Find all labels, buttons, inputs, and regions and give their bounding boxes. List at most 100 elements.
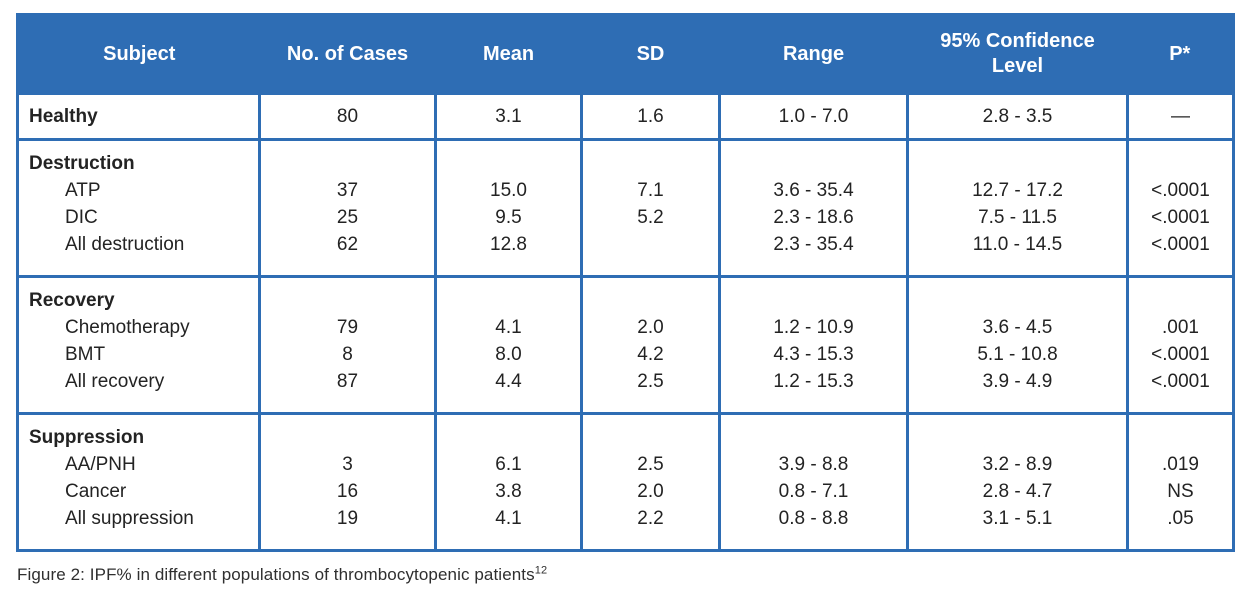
column-header-2: No. of Cases (259, 14, 436, 95)
cell-value: <.0001 (1126, 177, 1234, 204)
cell-value: — (1126, 93, 1234, 140)
cell-value: 79 (258, 314, 436, 341)
cell-value: 19 (258, 505, 436, 551)
cell-value: 87 (258, 368, 436, 414)
cell-value: NS (1126, 478, 1234, 505)
cell-subject: AA/PNH (65, 454, 136, 475)
section-recovery: Recovery Chemotherapy 79 4.1 2.0 1.2 - 10.9 3.… (17, 276, 1234, 414)
table-row: All suppression 19 4.1 2.2 0.8 - 8.8 3.1 - 5.… (18, 505, 1234, 551)
empty-cell (718, 413, 908, 451)
cell-value: 3.9 - 8.8 (718, 451, 908, 478)
empty-cell (906, 413, 1128, 451)
cell-value: 12.8 (434, 231, 582, 277)
cell-value: 8 (258, 341, 436, 368)
cell-subject: Cancer (65, 481, 127, 502)
cell-subject: BMT (65, 344, 106, 365)
cell-value: 3.1 (434, 93, 582, 140)
cell-value: 4.3 - 15.3 (718, 341, 908, 368)
cell-value: <.0001 (1126, 341, 1234, 368)
cell-value: 2.5 (580, 451, 720, 478)
cell-value: 1.2 - 10.9 (718, 314, 908, 341)
cell-subject: Chemotherapy (65, 317, 190, 338)
empty-cell (718, 139, 908, 177)
cell-value: 0.8 - 7.1 (718, 478, 908, 505)
table-row: DIC 25 9.5 5.2 2.3 - 18.6 7.5 - 11.5 <.0001 (18, 204, 1234, 231)
group-label-row: Recovery (18, 276, 1234, 314)
cell-value: 8.0 (434, 341, 582, 368)
cell-value: 7.1 (580, 177, 720, 204)
cell-value: 0.8 - 8.8 (718, 505, 908, 551)
cell-value: 25 (258, 204, 436, 231)
column-header-4: SD (581, 14, 720, 95)
cell-value: 62 (258, 231, 436, 277)
cell-value: 12.7 - 17.2 (906, 177, 1128, 204)
cell-value: 4.4 (434, 368, 582, 414)
cell-value: 2.8 - 4.7 (906, 478, 1128, 505)
figure-page: Subject No. of Cases Mean SD Range 95% Confid… (16, 13, 1235, 585)
cell-subject: All destruction (65, 234, 185, 255)
empty-cell (580, 276, 720, 314)
cell-value: 15.0 (434, 177, 582, 204)
cell-value: .019 (1126, 451, 1234, 478)
cell-subject: All suppression (65, 508, 194, 529)
cell-value: 3 (258, 451, 436, 478)
cell-value: 37 (258, 177, 436, 204)
cell-value: 4.1 (434, 314, 582, 341)
empty-cell (1126, 413, 1234, 451)
table-header: Subject No. of Cases Mean SD Range 95% Confid… (17, 14, 1234, 95)
empty-cell (1126, 139, 1234, 177)
group-label: Destruction (29, 153, 135, 174)
cell-value: 5.2 (580, 204, 720, 231)
empty-cell (580, 413, 720, 451)
cell-value: <.0001 (1126, 231, 1234, 277)
table-header-row: Subject No. of Cases Mean SD Range 95% Confid… (17, 14, 1234, 95)
cell-value: 2.3 - 18.6 (718, 204, 908, 231)
cell-value: 3.9 - 4.9 (906, 368, 1128, 414)
empty-cell (906, 276, 1128, 314)
table-row: BMT 8 8.0 4.2 4.3 - 15.3 5.1 - 10.8 <.0001 (18, 341, 1234, 368)
cell-value: <.0001 (1126, 204, 1234, 231)
cell-value (580, 231, 720, 277)
table-row: ATP 37 15.0 7.1 3.6 - 35.4 12.7 - 17.2 <.0001 (18, 177, 1234, 204)
empty-cell (434, 139, 582, 177)
empty-cell (258, 413, 436, 451)
table-row: Chemotherapy 79 4.1 2.0 1.2 - 10.9 3.6 - 4.5.… (18, 314, 1234, 341)
figure-caption: Figure 2: IPF% in different populations … (17, 565, 1232, 585)
empty-cell (258, 276, 436, 314)
cell-subject: ATP (65, 180, 101, 201)
cell-value: 1.6 (580, 93, 720, 140)
figure-caption-text: Figure 2: IPF% in different populations … (17, 565, 535, 584)
section-healthy: Healthy 80 3.1 1.6 1.0 - 7.0 2.8 - 3.5— (17, 93, 1234, 140)
group-label: Suppression (29, 427, 145, 448)
cell-value: 3.1 - 5.1 (906, 505, 1128, 551)
empty-cell (1126, 276, 1234, 314)
cell-subject: Healthy (29, 106, 98, 127)
column-header-5: Range (719, 14, 908, 95)
cell-value: 2.0 (580, 314, 720, 341)
table-row: AA/PNH 3 6.1 2.5 3.9 - 8.8 3.2 - 8.9.019 (18, 451, 1234, 478)
group-label: Recovery (29, 290, 115, 311)
cell-value: 2.2 (580, 505, 720, 551)
cell-value: 7.5 - 11.5 (906, 204, 1128, 231)
cell-subject: DIC (65, 207, 98, 228)
cell-value: 5.1 - 10.8 (906, 341, 1128, 368)
group-label-row: Destruction (18, 139, 1234, 177)
cell-value: 9.5 (434, 204, 582, 231)
cell-value: 80 (258, 93, 436, 140)
section-destruction: Destruction ATP 37 15.0 7.1 3.6 - 35.4 12.7 - … (17, 139, 1234, 277)
cell-value: 2.0 (580, 478, 720, 505)
table-row: All recovery 87 4.4 2.5 1.2 - 15.3 3.9 - 4.9 <… (18, 368, 1234, 414)
column-header-6: 95% Confidence Level (907, 14, 1128, 95)
empty-cell (434, 413, 582, 451)
cell-value: .001 (1126, 314, 1234, 341)
section-suppression: Suppression AA/PNH 3 6.1 2.5 3.9 - 8.8 3.2 - 8… (17, 413, 1234, 551)
column-header-1: Subject (17, 14, 260, 95)
empty-cell (434, 276, 582, 314)
cell-value: 16 (258, 478, 436, 505)
cell-value: <.0001 (1126, 368, 1234, 414)
cell-value: 2.8 - 3.5 (906, 93, 1128, 140)
cell-value: 4.2 (580, 341, 720, 368)
column-header-7: P* (1127, 14, 1234, 95)
cell-value: 3.6 - 35.4 (718, 177, 908, 204)
cell-subject: All recovery (65, 371, 165, 392)
